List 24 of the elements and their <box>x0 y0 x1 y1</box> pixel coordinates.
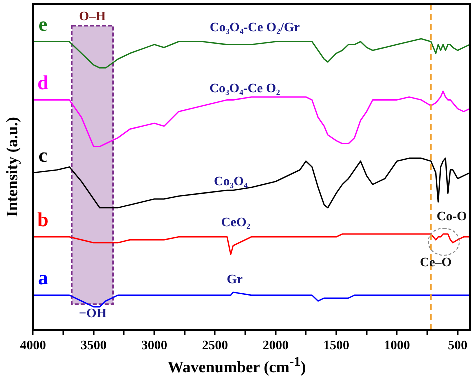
annotation: Gr <box>227 271 244 286</box>
annotation: Co-O <box>436 208 468 224</box>
series-label: a <box>38 268 48 290</box>
series-label: d <box>38 72 49 94</box>
series-label: c <box>38 145 48 168</box>
x-tick-label: 1500 <box>324 338 350 353</box>
annotation: −OH <box>79 305 107 320</box>
annotation: Co₃O₄ <box>214 173 248 188</box>
x-tick-label: 2000 <box>262 338 289 353</box>
annotation: Ce–O <box>420 254 452 270</box>
x-tick-label: 1000 <box>384 338 410 353</box>
x-tick-label: 2500 <box>202 338 228 353</box>
x-tick-label: 3000 <box>142 338 168 353</box>
annotation: Co₃O₄-Ce O₂ <box>210 80 280 96</box>
series-label: b <box>38 209 49 232</box>
annotation: CeO₂ <box>221 214 251 230</box>
x-axis-title: Wavenumber (cm$^{-1}$) <box>166 354 308 378</box>
band-label: O–H <box>79 8 106 24</box>
series-label: e <box>38 14 48 36</box>
y-axis-title: Intensity (a.u.) <box>4 117 22 218</box>
x-tick-label: 4000 <box>20 338 46 353</box>
x-tick-label: 3500 <box>80 338 107 353</box>
x-tick-label: 500 <box>448 338 468 353</box>
text: Co₃O₄-Ce O₂/Gr <box>210 19 300 34</box>
